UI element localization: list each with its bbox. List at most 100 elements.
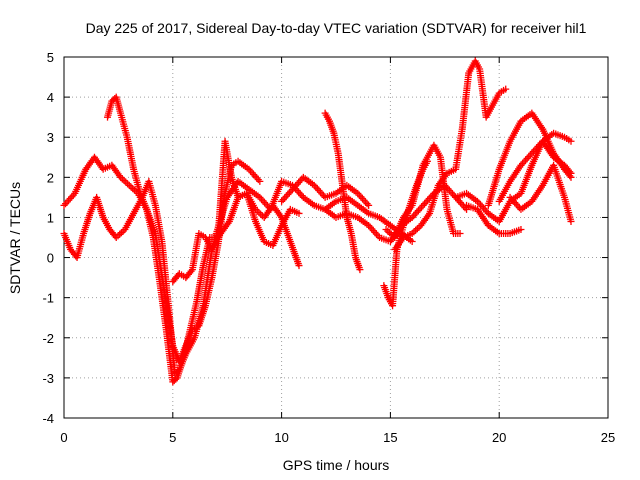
x-tick-label: 5 <box>169 430 176 445</box>
data-point <box>117 229 125 237</box>
data-point <box>261 199 269 207</box>
data-point <box>422 198 430 206</box>
data-point <box>295 209 303 217</box>
data-point <box>413 208 421 216</box>
data-point <box>357 193 365 201</box>
data-point <box>257 210 265 218</box>
data-point <box>256 177 264 185</box>
y-tick-label: 0 <box>47 251 54 266</box>
x-tick-label: 20 <box>492 430 506 445</box>
y-tick-label: 1 <box>47 210 54 225</box>
y-tick-label: -3 <box>42 371 54 386</box>
data-point <box>358 195 366 203</box>
series-arc-16 <box>506 161 575 225</box>
series-arc-11 <box>391 57 510 254</box>
chart-title: Day 225 of 2017, Sidereal Day-to-day VTE… <box>86 20 587 36</box>
data-point <box>259 197 267 205</box>
data-point <box>369 227 377 235</box>
data-point <box>421 200 429 208</box>
data-point <box>131 186 139 194</box>
data-point <box>127 183 135 191</box>
series-arc-10 <box>382 141 464 241</box>
data-point <box>371 228 379 236</box>
data-point <box>187 267 195 275</box>
data-point <box>456 199 464 207</box>
data-point <box>279 196 287 204</box>
data-point <box>284 191 292 199</box>
data-point <box>281 194 289 202</box>
x-axis-label: GPS time / hours <box>283 457 390 473</box>
data-point <box>455 197 463 205</box>
y-tick-label: -1 <box>42 291 54 306</box>
data-point <box>124 180 132 188</box>
data-point <box>566 172 574 180</box>
data-point <box>65 196 73 204</box>
data-point <box>360 196 368 204</box>
y-tick-label: 5 <box>47 50 54 65</box>
data-point <box>295 262 303 270</box>
data-point <box>68 193 76 201</box>
data-point <box>365 201 373 209</box>
series-arc-14 <box>484 109 575 209</box>
data-point <box>408 238 416 246</box>
data-point <box>567 217 575 225</box>
data-point <box>477 201 485 209</box>
data-point <box>125 181 133 189</box>
data-point <box>414 207 422 215</box>
data-point <box>362 198 370 206</box>
data-point <box>282 192 290 200</box>
series-arc-15 <box>495 129 575 205</box>
data-point <box>129 185 137 193</box>
data-point <box>567 137 575 145</box>
y-tick-label: 2 <box>47 170 54 185</box>
data-point <box>116 230 124 238</box>
data-point <box>458 200 466 208</box>
grid <box>64 57 608 418</box>
data-point <box>60 201 68 209</box>
data-point <box>285 189 293 197</box>
data-point <box>522 156 530 164</box>
data-point <box>253 174 261 182</box>
data-point <box>520 158 528 166</box>
data-point <box>417 203 425 211</box>
y-tick-label: -2 <box>42 331 54 346</box>
data-point <box>419 201 427 209</box>
data-point <box>278 197 286 205</box>
data-point <box>251 172 259 180</box>
data-point <box>567 173 575 181</box>
data-points <box>60 57 575 386</box>
data-point <box>372 230 380 238</box>
data-point <box>356 266 364 274</box>
data-point <box>363 200 371 208</box>
data-point <box>296 190 304 198</box>
series-arc-13 <box>463 201 525 237</box>
data-point <box>502 85 510 93</box>
data-point <box>413 225 421 233</box>
x-tick-label: 25 <box>601 430 615 445</box>
data-point <box>411 210 419 218</box>
y-tick-label: 4 <box>47 90 54 105</box>
data-point <box>66 195 74 203</box>
data-point <box>295 188 303 196</box>
data-point <box>295 178 303 186</box>
data-point <box>122 178 130 186</box>
plot-frame <box>63 56 609 419</box>
x-tick-label: 0 <box>60 430 67 445</box>
data-point <box>248 169 256 177</box>
data-point <box>416 205 424 213</box>
data-point <box>368 225 376 233</box>
data-point <box>316 188 324 196</box>
data-point <box>62 200 70 208</box>
data-point <box>313 185 321 193</box>
y-tick-label: 3 <box>47 130 54 145</box>
x-tick-label: 15 <box>383 430 397 445</box>
series-arc-7 <box>321 109 364 274</box>
data-point <box>456 229 464 237</box>
data-point <box>63 198 71 206</box>
x-tick-label: 10 <box>274 430 288 445</box>
y-axis-label: SDTVAR / TECUs <box>7 182 23 294</box>
axis-ticks: 0 5 10 15 20 25 -4 -3 -2 -1 0 1 2 3 4 5 <box>42 50 615 445</box>
y-tick-label: -4 <box>42 411 54 426</box>
data-point <box>523 154 531 162</box>
